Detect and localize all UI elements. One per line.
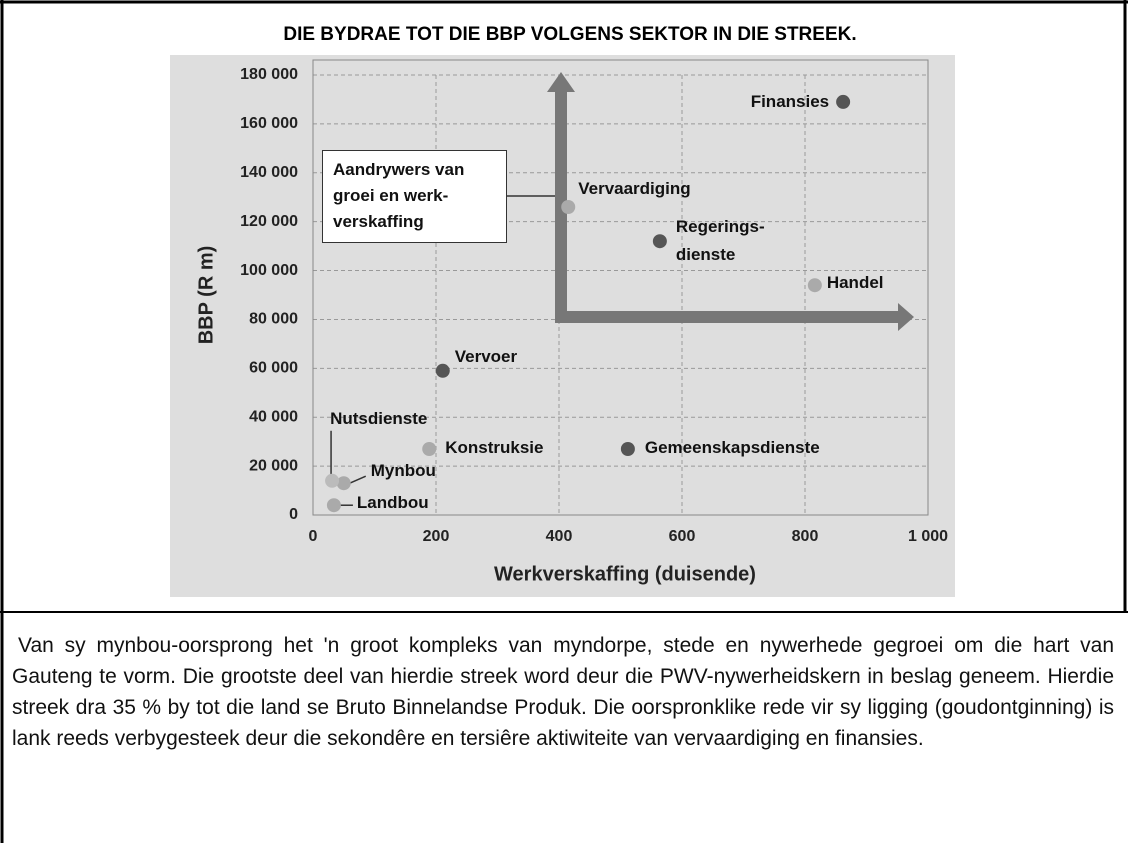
x-tick-label: 1 000 bbox=[908, 528, 948, 545]
paragraph: Van sy mynbou-oorsprong het 'n groot kom… bbox=[12, 634, 1114, 750]
point-label: Gemeenskapsdienste bbox=[644, 438, 820, 457]
point bbox=[325, 473, 340, 488]
x-tick-label: 600 bbox=[669, 528, 696, 545]
y-tick-label: 120 000 bbox=[240, 213, 298, 230]
point-label: Finansies bbox=[750, 91, 830, 111]
point bbox=[435, 363, 450, 378]
y-tick-label: 160 000 bbox=[240, 115, 298, 132]
point-label: Vervoer bbox=[454, 346, 518, 366]
y-tick-label: 100 000 bbox=[240, 262, 298, 279]
point bbox=[422, 442, 437, 456]
x-tick-label: 200 bbox=[423, 528, 450, 545]
point-label: Konstruksie bbox=[445, 438, 544, 457]
x-tick-label: 400 bbox=[546, 528, 573, 545]
y-tick-label: 60 000 bbox=[249, 360, 298, 377]
point bbox=[326, 498, 341, 513]
point-label: Vervaardiging bbox=[578, 179, 691, 198]
point-label: Handel bbox=[826, 273, 884, 293]
plot-frame bbox=[312, 59, 929, 516]
point-label: Nutsdienste bbox=[330, 408, 428, 428]
x-tick-label: 800 bbox=[792, 528, 819, 545]
point bbox=[561, 200, 576, 214]
point bbox=[807, 278, 822, 293]
x-axis-label: Werkverskaffing (duisende) bbox=[494, 563, 756, 585]
leader-line bbox=[349, 475, 367, 484]
y-axis-label: BBP (R m) bbox=[195, 246, 217, 345]
x-tick-label: 0 bbox=[309, 528, 318, 545]
point bbox=[620, 442, 635, 456]
annotation: Aandrywers van groei en werk- verskaffin… bbox=[322, 150, 507, 243]
y-tick-label: 80 000 bbox=[249, 311, 298, 328]
point bbox=[336, 476, 351, 491]
point-label: Regerings- dienste bbox=[675, 217, 765, 265]
point bbox=[836, 94, 851, 109]
y-tick-label: 20 000 bbox=[249, 457, 298, 474]
y-tick-label: 140 000 bbox=[240, 164, 298, 181]
point-label: Landbou bbox=[356, 493, 429, 513]
y-tick-label: 0 bbox=[289, 506, 298, 523]
chart-title: DIE BYDRAE TOT DIE BBP VOLGENS SEKTOR IN… bbox=[283, 24, 856, 45]
y-tick-label: 40 000 bbox=[249, 408, 298, 425]
point-label: Mynbou bbox=[370, 461, 436, 481]
point bbox=[652, 234, 667, 249]
y-tick-label: 180 000 bbox=[240, 66, 298, 83]
